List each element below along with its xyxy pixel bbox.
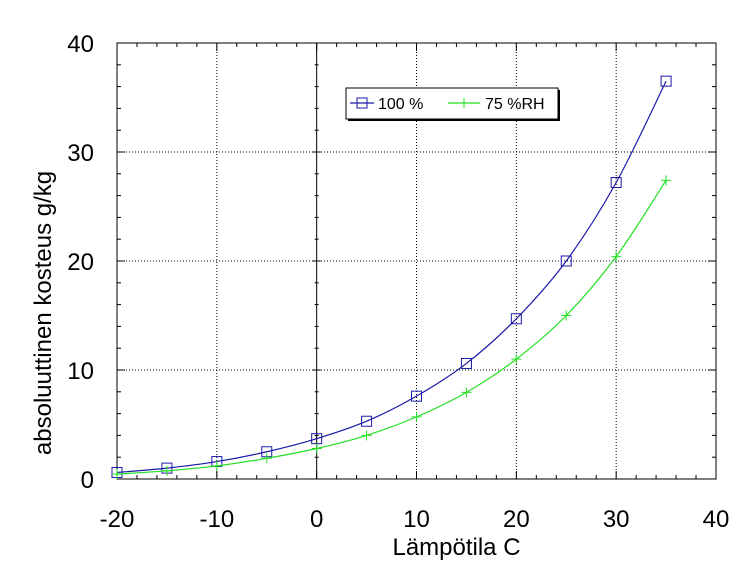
y-tick-label: 0 bbox=[81, 467, 94, 494]
data-point bbox=[510, 313, 522, 325]
x-tick-label: -20 bbox=[100, 506, 135, 533]
y-tick-label: 10 bbox=[67, 358, 94, 385]
data-point bbox=[611, 251, 622, 262]
tick-marks bbox=[116, 42, 717, 480]
data-point bbox=[311, 443, 322, 454]
y-axis-title: absoluuttinen kosteus g/kg bbox=[30, 171, 57, 455]
data-point bbox=[112, 469, 122, 480]
x-tick-label: 10 bbox=[403, 506, 430, 533]
x-tick-label: 0 bbox=[310, 506, 323, 533]
data-point bbox=[461, 387, 472, 398]
data-point bbox=[361, 415, 373, 427]
data-point bbox=[356, 97, 368, 109]
data-point bbox=[560, 255, 572, 267]
data-point bbox=[161, 465, 172, 476]
y-tick-label: 30 bbox=[67, 140, 94, 167]
series-rh-100 bbox=[111, 75, 672, 478]
data-point bbox=[411, 411, 422, 422]
y-tick-label: 20 bbox=[67, 249, 94, 276]
series-rh-75 bbox=[112, 175, 672, 480]
legend: 100 % 75 %RH bbox=[345, 87, 560, 121]
legend-label: 100 % bbox=[378, 96, 423, 113]
data-point bbox=[610, 177, 622, 189]
data-point bbox=[511, 354, 522, 365]
series-layer bbox=[111, 75, 672, 480]
data-point bbox=[361, 430, 372, 441]
x-tick-labels: -20 -10 0 10 20 30 40 bbox=[100, 506, 730, 533]
series-line bbox=[116, 80, 667, 474]
x-axis-title: Lämpötila C bbox=[392, 534, 520, 561]
data-point bbox=[211, 460, 222, 471]
data-point bbox=[261, 453, 272, 464]
data-point bbox=[661, 175, 672, 186]
legend-label: 75 %RH bbox=[485, 96, 545, 113]
x-tick-label: 40 bbox=[703, 506, 730, 533]
legend-shadow bbox=[348, 119, 560, 121]
x-tick-label: -10 bbox=[199, 506, 234, 533]
x-tick-label: 30 bbox=[603, 506, 630, 533]
data-point bbox=[459, 98, 469, 108]
series-line bbox=[116, 180, 667, 475]
y-tick-label: 40 bbox=[67, 31, 94, 58]
y-tick-labels: 0 10 20 30 40 bbox=[67, 31, 94, 494]
legend-shadow bbox=[558, 90, 560, 121]
data-point bbox=[460, 357, 472, 369]
data-point bbox=[561, 310, 572, 321]
data-point bbox=[411, 390, 422, 402]
x-tick-label: 20 bbox=[503, 506, 530, 533]
data-point bbox=[660, 75, 672, 87]
